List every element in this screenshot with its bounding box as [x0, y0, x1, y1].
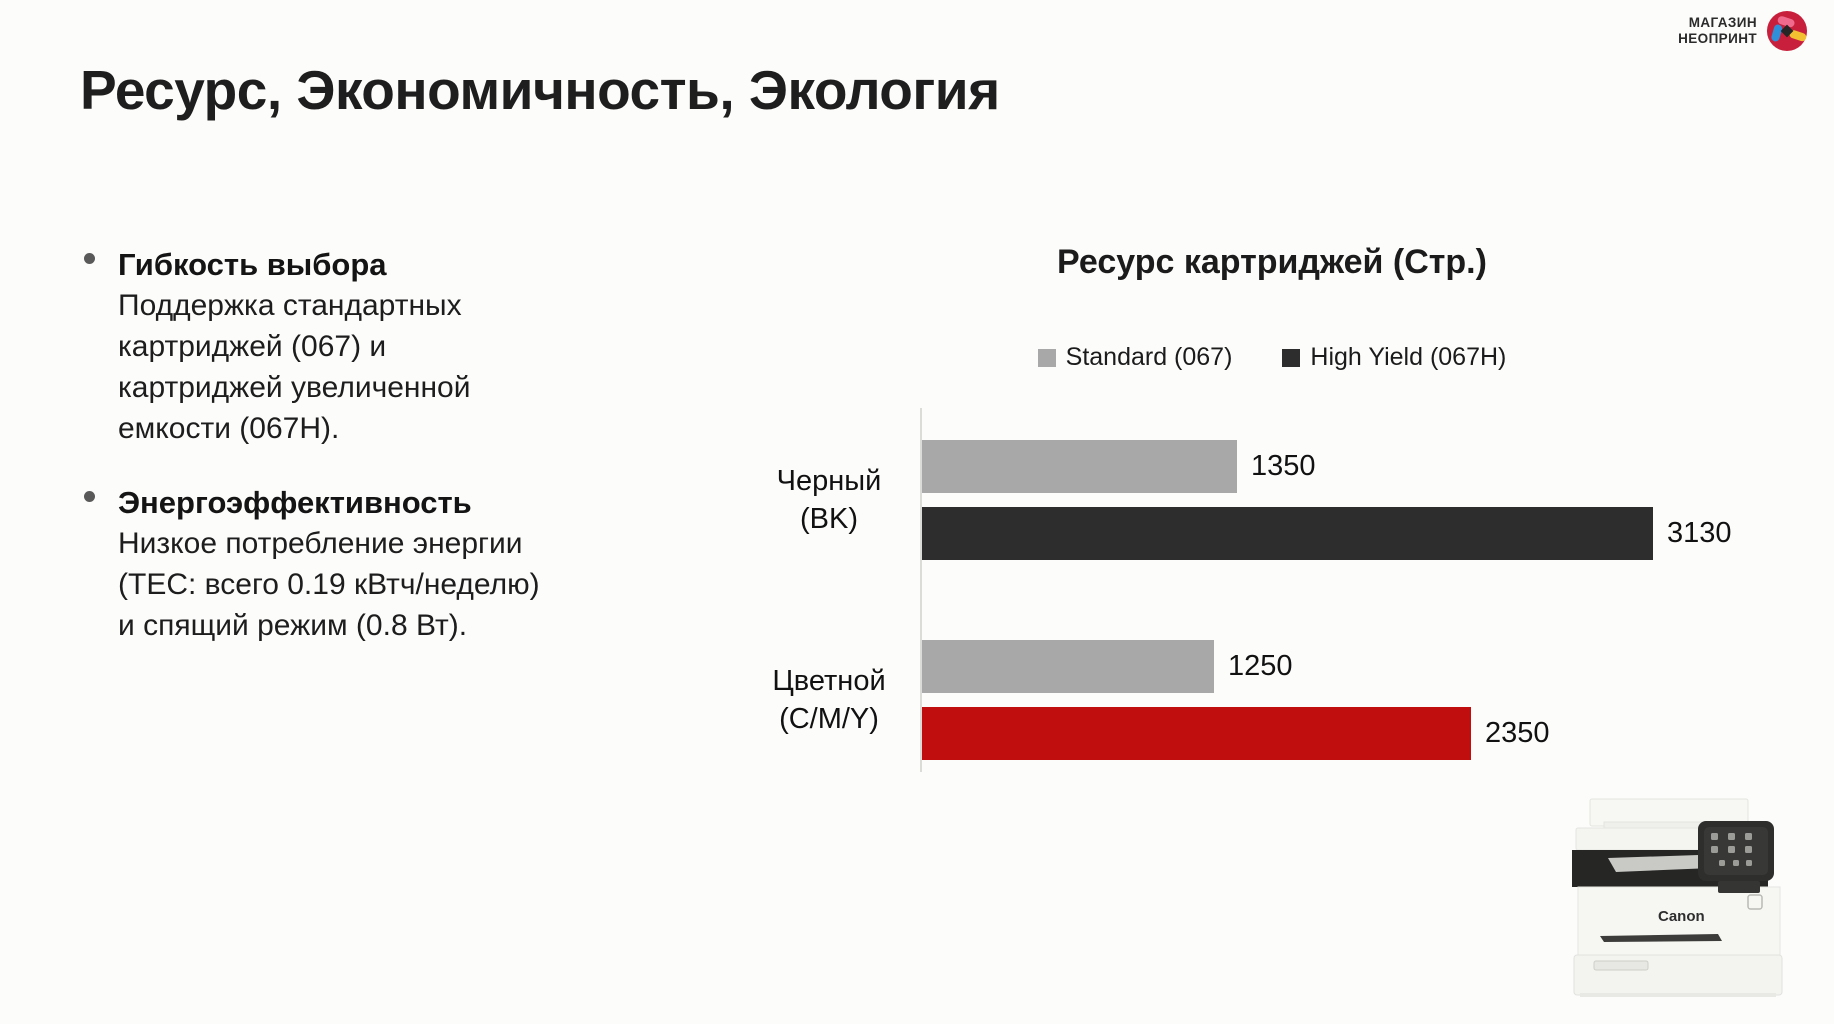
bullet-line: Поддержка стандартных	[118, 289, 462, 322]
category-label-line: (BK)	[800, 503, 858, 535]
legend-label: Standard (067)	[1065, 343, 1233, 371]
printer-control-panel	[1698, 821, 1774, 893]
bullet-marker-icon	[84, 491, 95, 502]
bar	[922, 507, 1653, 560]
bullet-line: картриджей увеличенной	[118, 371, 471, 404]
bullet-item: Гибкость выбора Поддержка стандартных карт…	[84, 244, 674, 449]
neoprint-logo-icon	[1766, 10, 1808, 52]
bullet-line: (TEC: всего 0.19 кВтч/неделю)	[118, 568, 540, 601]
legend-swatch-icon	[1037, 348, 1056, 367]
bullet-item: Энергоэффективность Низкое потребление эн…	[84, 482, 674, 646]
bullet-heading: Гибкость выбора	[118, 247, 387, 282]
chart-legend: Standard (067) High Yield (067H)	[830, 343, 1714, 372]
bullet-list: Гибкость выбора Поддержка стандартных карт…	[84, 244, 674, 679]
bullet-marker-icon	[84, 253, 95, 264]
legend-item: Standard (067)	[1037, 343, 1233, 372]
bullet-line: картриджей (067) и	[118, 330, 387, 363]
bar	[922, 640, 1214, 693]
bar-value-label: 1250	[1228, 650, 1293, 682]
printer-brand-label: Canon	[1658, 908, 1705, 925]
brand: МАГАЗИН НЕОПРИНТ	[1678, 10, 1808, 52]
slide-title: Ресурс, Экономичность, Экология	[80, 59, 1000, 121]
chart-axis-line	[920, 408, 922, 772]
brand-line2: НЕОПРИНТ	[1678, 31, 1757, 46]
printer-illustration: Canon	[1572, 798, 1783, 997]
legend-label: High Yield (067H)	[1310, 343, 1507, 371]
bar	[922, 440, 1237, 493]
brand-name: МАГАЗИН НЕОПРИНТ	[1678, 15, 1757, 47]
bullet-line: Низкое потребление энергии	[118, 527, 523, 560]
chart-title: Ресурс картриджей (Стр.)	[1057, 243, 1487, 281]
brand-line1: МАГАЗИН	[1688, 15, 1757, 30]
bar-value-label: 2350	[1485, 717, 1550, 749]
legend-item: High Yield (067H)	[1282, 343, 1506, 372]
category-label-line: (C/M/Y)	[779, 703, 879, 735]
bullet-heading: Энергоэффективность	[118, 485, 472, 520]
bullet-line: емкости (067H).	[118, 412, 340, 445]
legend-swatch-icon	[1282, 348, 1301, 367]
category-label-line: Цветной	[772, 665, 886, 697]
category-label: Цветной (C/M/Y)	[750, 662, 908, 738]
bar-value-label: 1350	[1251, 450, 1316, 482]
bullet-line: и спящий режим (0.8 Вт).	[118, 609, 468, 642]
bar	[922, 707, 1471, 760]
bar-value-label: 3130	[1667, 517, 1732, 549]
category-label: Черный (BK)	[750, 462, 908, 538]
category-label-line: Черный	[776, 465, 882, 497]
